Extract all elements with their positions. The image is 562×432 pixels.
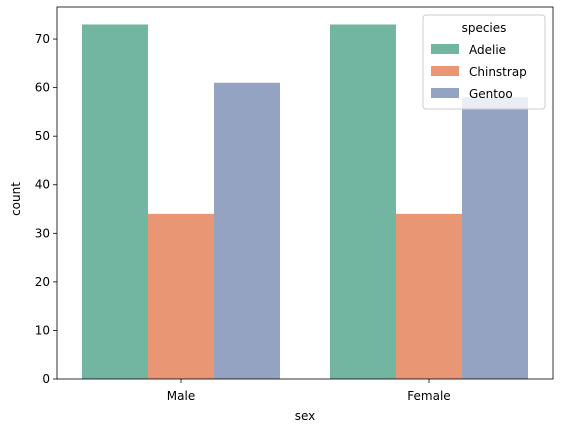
y-axis-label: count bbox=[9, 182, 23, 216]
y-tick-label: 10 bbox=[35, 323, 50, 337]
legend-swatch-chinstrap bbox=[431, 66, 459, 76]
y-tick-label: 60 bbox=[35, 81, 50, 95]
y-tick-label: 0 bbox=[42, 372, 50, 386]
legend-swatch-gentoo bbox=[431, 88, 459, 98]
legend-label-adelie: Adelie bbox=[469, 43, 506, 57]
bar-chinstrap-female bbox=[396, 213, 462, 379]
legend-label-gentoo: Gentoo bbox=[469, 87, 513, 101]
y-tick-label: 50 bbox=[35, 129, 50, 143]
legend-title: species bbox=[462, 21, 507, 35]
bar-chinstrap-male bbox=[148, 213, 214, 379]
y-tick-label: 20 bbox=[35, 275, 50, 289]
bars-layer bbox=[82, 24, 528, 379]
x-axis-label: sex bbox=[295, 409, 316, 423]
x-tick-label: Male bbox=[167, 389, 195, 403]
bar-gentoo-male bbox=[214, 82, 280, 379]
legend: species Adelie Chinstrap Gentoo bbox=[422, 14, 546, 110]
plot-frame bbox=[56, 6, 554, 380]
y-tick-label: 30 bbox=[35, 226, 50, 240]
axes-layer: Male Female 0 10 20 30 40 50 60 70 bbox=[35, 6, 554, 403]
bar-adelie-female bbox=[330, 24, 396, 379]
legend-swatch-adelie bbox=[431, 44, 459, 54]
legend-label-chinstrap: Chinstrap bbox=[469, 65, 527, 79]
legend-box bbox=[422, 14, 546, 110]
x-tick-label: Female bbox=[407, 389, 450, 403]
y-tick-label: 70 bbox=[35, 32, 50, 46]
bar-gentoo-female bbox=[462, 97, 528, 379]
bar-adelie-male bbox=[82, 24, 148, 379]
y-tick-label: 40 bbox=[35, 178, 50, 192]
